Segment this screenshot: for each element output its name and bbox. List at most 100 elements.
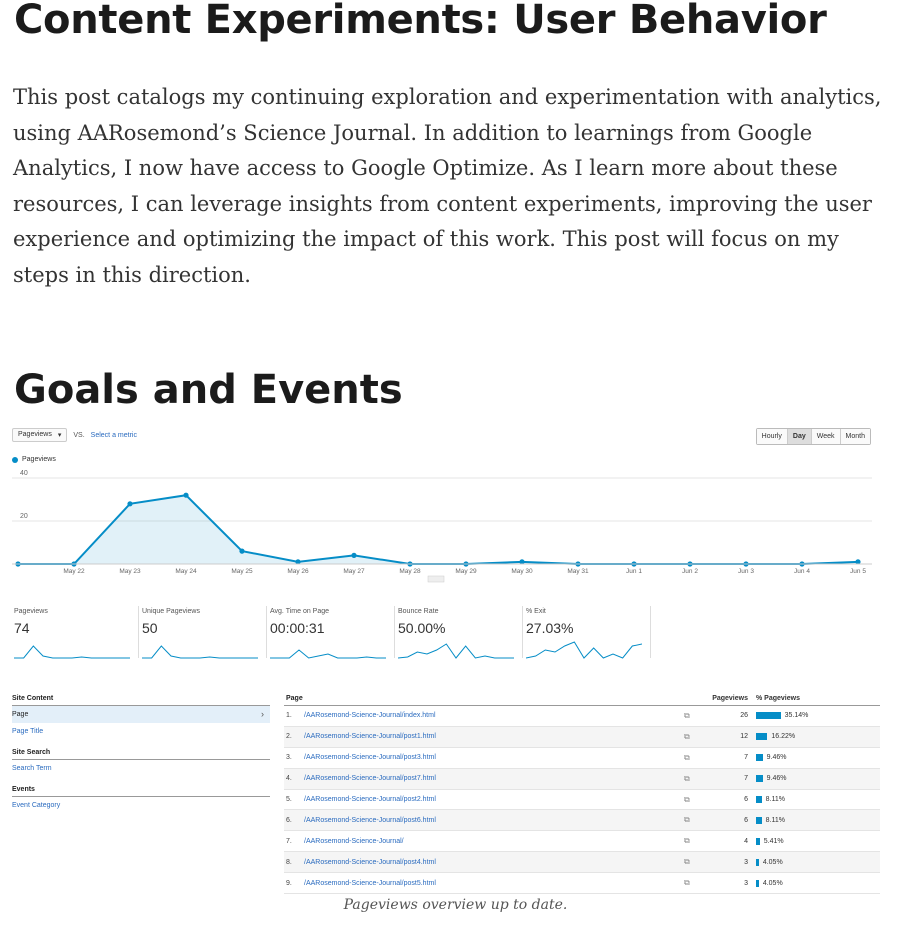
page-url-link[interactable]: /AARosemond-Science-Journal/post4.html — [304, 858, 436, 866]
metric-select[interactable]: Pageviews ▾ — [12, 428, 68, 442]
open-link-icon[interactable]: ⧉ — [684, 710, 690, 720]
page-url-link[interactable]: /AARosemond-Science-Journal/post5.html — [304, 879, 436, 887]
pageviews-value: 7 — [744, 775, 748, 783]
pct-bar — [756, 858, 759, 866]
sidebar-item-page[interactable]: Page — [12, 706, 270, 723]
scorecard[interactable]: Avg. Time on Page 00:00:31 — [268, 606, 395, 659]
table-row: 4. /AARosemond-Science-Journal/post7.html… — [284, 768, 880, 790]
period-week[interactable]: Week — [811, 429, 841, 444]
sparkline-line — [142, 645, 258, 659]
column-page: Page — [286, 695, 303, 702]
sidebar-item-page-title[interactable]: Page Title — [12, 728, 44, 735]
row-number: 7. — [286, 837, 292, 845]
pages-table: Page Pageviews % Pageviews 1. /AARosemond… — [284, 692, 880, 895]
x-tick-label: May 26 — [287, 568, 309, 575]
period-hourly[interactable]: Hourly — [756, 429, 788, 444]
period-day[interactable]: Day — [787, 429, 812, 444]
scorecard-label: Bounce Rate — [398, 608, 439, 615]
period-month[interactable]: Month — [840, 429, 870, 444]
open-link-icon[interactable]: ⧉ — [684, 731, 690, 741]
data-point — [127, 501, 133, 507]
page-url-link[interactable]: /AARosemond-Science-Journal/ — [304, 837, 404, 845]
open-link-icon[interactable]: ⧉ — [684, 878, 690, 888]
scorecard[interactable]: Pageviews 74 — [12, 606, 139, 659]
page-url-link[interactable]: /AARosemond-Science-Journal/post6.html — [304, 816, 436, 824]
sidebar-item-search-term[interactable]: Search Term — [12, 765, 52, 772]
pageviews-value: 6 — [744, 796, 748, 803]
data-point — [239, 548, 245, 554]
sparkline — [14, 645, 130, 659]
scorecard-label: Unique Pageviews — [142, 608, 200, 615]
row-number: 9. — [286, 879, 292, 887]
page-url-link[interactable]: /AARosemond-Science-Journal/index.html — [304, 712, 436, 720]
open-link-icon[interactable]: ⧉ — [684, 794, 690, 804]
page-url-link[interactable]: /AARosemond-Science-Journal/post2.html — [304, 796, 436, 803]
open-link-icon[interactable]: ⧉ — [684, 836, 690, 846]
sparkline — [526, 641, 642, 659]
period-toggle: Hourly Day Week Month — [755, 428, 871, 445]
pct-bar — [756, 754, 763, 762]
report-sidebar: Site Content Page Page Title Site Search… — [12, 692, 270, 814]
select-metric-link[interactable]: Select a metric — [90, 431, 137, 439]
page-url-link[interactable]: /AARosemond-Science-Journal/post7.html — [304, 775, 436, 783]
metric-select-label: Pageviews — [18, 431, 52, 438]
sparkline — [142, 645, 258, 659]
scorecard[interactable]: Bounce Rate 50.00% — [396, 606, 523, 659]
area-fill — [18, 495, 858, 564]
pageviews-value: 4 — [744, 837, 748, 845]
page-url-link[interactable]: /AARosemond-Science-Journal/post3.html — [304, 754, 436, 762]
open-link-icon[interactable]: ⧉ — [684, 857, 690, 867]
sidebar-item-event-category[interactable]: Event Category — [12, 802, 61, 809]
row-number: 1. — [286, 712, 292, 720]
x-tick-label: May 22 — [63, 568, 85, 575]
row-number: 5. — [286, 796, 292, 803]
sparkline-line — [14, 645, 130, 659]
row-number: 8. — [286, 858, 292, 866]
open-link-icon[interactable]: ⧉ — [684, 773, 690, 783]
data-point — [351, 552, 357, 558]
figure-caption: Pageviews overview up to date. — [343, 897, 568, 913]
data-point — [295, 559, 301, 565]
column-pct-pageviews: % Pageviews — [756, 695, 800, 702]
x-tick-label: May 27 — [343, 568, 365, 575]
vs-label: VS. — [73, 431, 85, 439]
pct-bar — [756, 837, 760, 845]
pct-bar — [756, 733, 768, 741]
scorecard-value: 74 — [14, 620, 30, 636]
scorecard[interactable]: % Exit 27.03% — [524, 606, 651, 659]
sidebar-header-events: Events — [12, 783, 270, 797]
sparkline — [398, 643, 514, 659]
x-tick-label: May 30 — [511, 568, 533, 575]
section-heading: Goals and Events — [14, 367, 403, 413]
row-number: 2. — [286, 733, 292, 741]
scorecard[interactable]: Unique Pageviews 50 — [140, 606, 267, 659]
x-tick-label: May 23 — [119, 568, 141, 575]
analytics-screenshot: Pageviews ▾ VS. Select a metric Hourly D… — [12, 422, 880, 895]
scorecard-value: 50.00% — [398, 620, 446, 636]
sparkline-line — [526, 641, 642, 659]
scorecard-label: Pageviews — [14, 608, 48, 615]
x-tick-label: Jun 4 — [794, 568, 810, 575]
legend-label: Pageviews — [22, 456, 56, 463]
row-number: 6. — [286, 816, 292, 824]
y-tick-label: 20 — [20, 513, 28, 520]
pct-value: 8.11% — [765, 796, 786, 803]
pageviews-value: 26 — [740, 712, 748, 720]
table-row: 7. /AARosemond-Science-Journal/ ⧉ 4 5.41% — [284, 831, 880, 853]
page-url-link[interactable]: /AARosemond-Science-Journal/post1.html — [304, 733, 436, 741]
row-number: 3. — [286, 754, 292, 762]
pct-bar — [756, 775, 763, 783]
table-row: 3. /AARosemond-Science-Journal/post3.html… — [284, 748, 880, 769]
data-point — [183, 492, 189, 498]
x-tick-label: May 29 — [455, 568, 477, 575]
pct-value: 35.14% — [784, 712, 809, 720]
open-link-icon[interactable]: ⧉ — [684, 815, 690, 825]
x-tick-label: May 28 — [399, 568, 421, 575]
pct-bar — [756, 796, 762, 803]
sidebar-header-site-content: Site Content — [12, 692, 270, 706]
pageviews-value: 3 — [744, 858, 748, 866]
sidebar-header-site-search: Site Search — [12, 746, 270, 760]
open-link-icon[interactable]: ⧉ — [684, 752, 690, 762]
x-tick-label: Jun 3 — [738, 568, 754, 575]
x-tick-label: Jun 2 — [682, 568, 698, 575]
